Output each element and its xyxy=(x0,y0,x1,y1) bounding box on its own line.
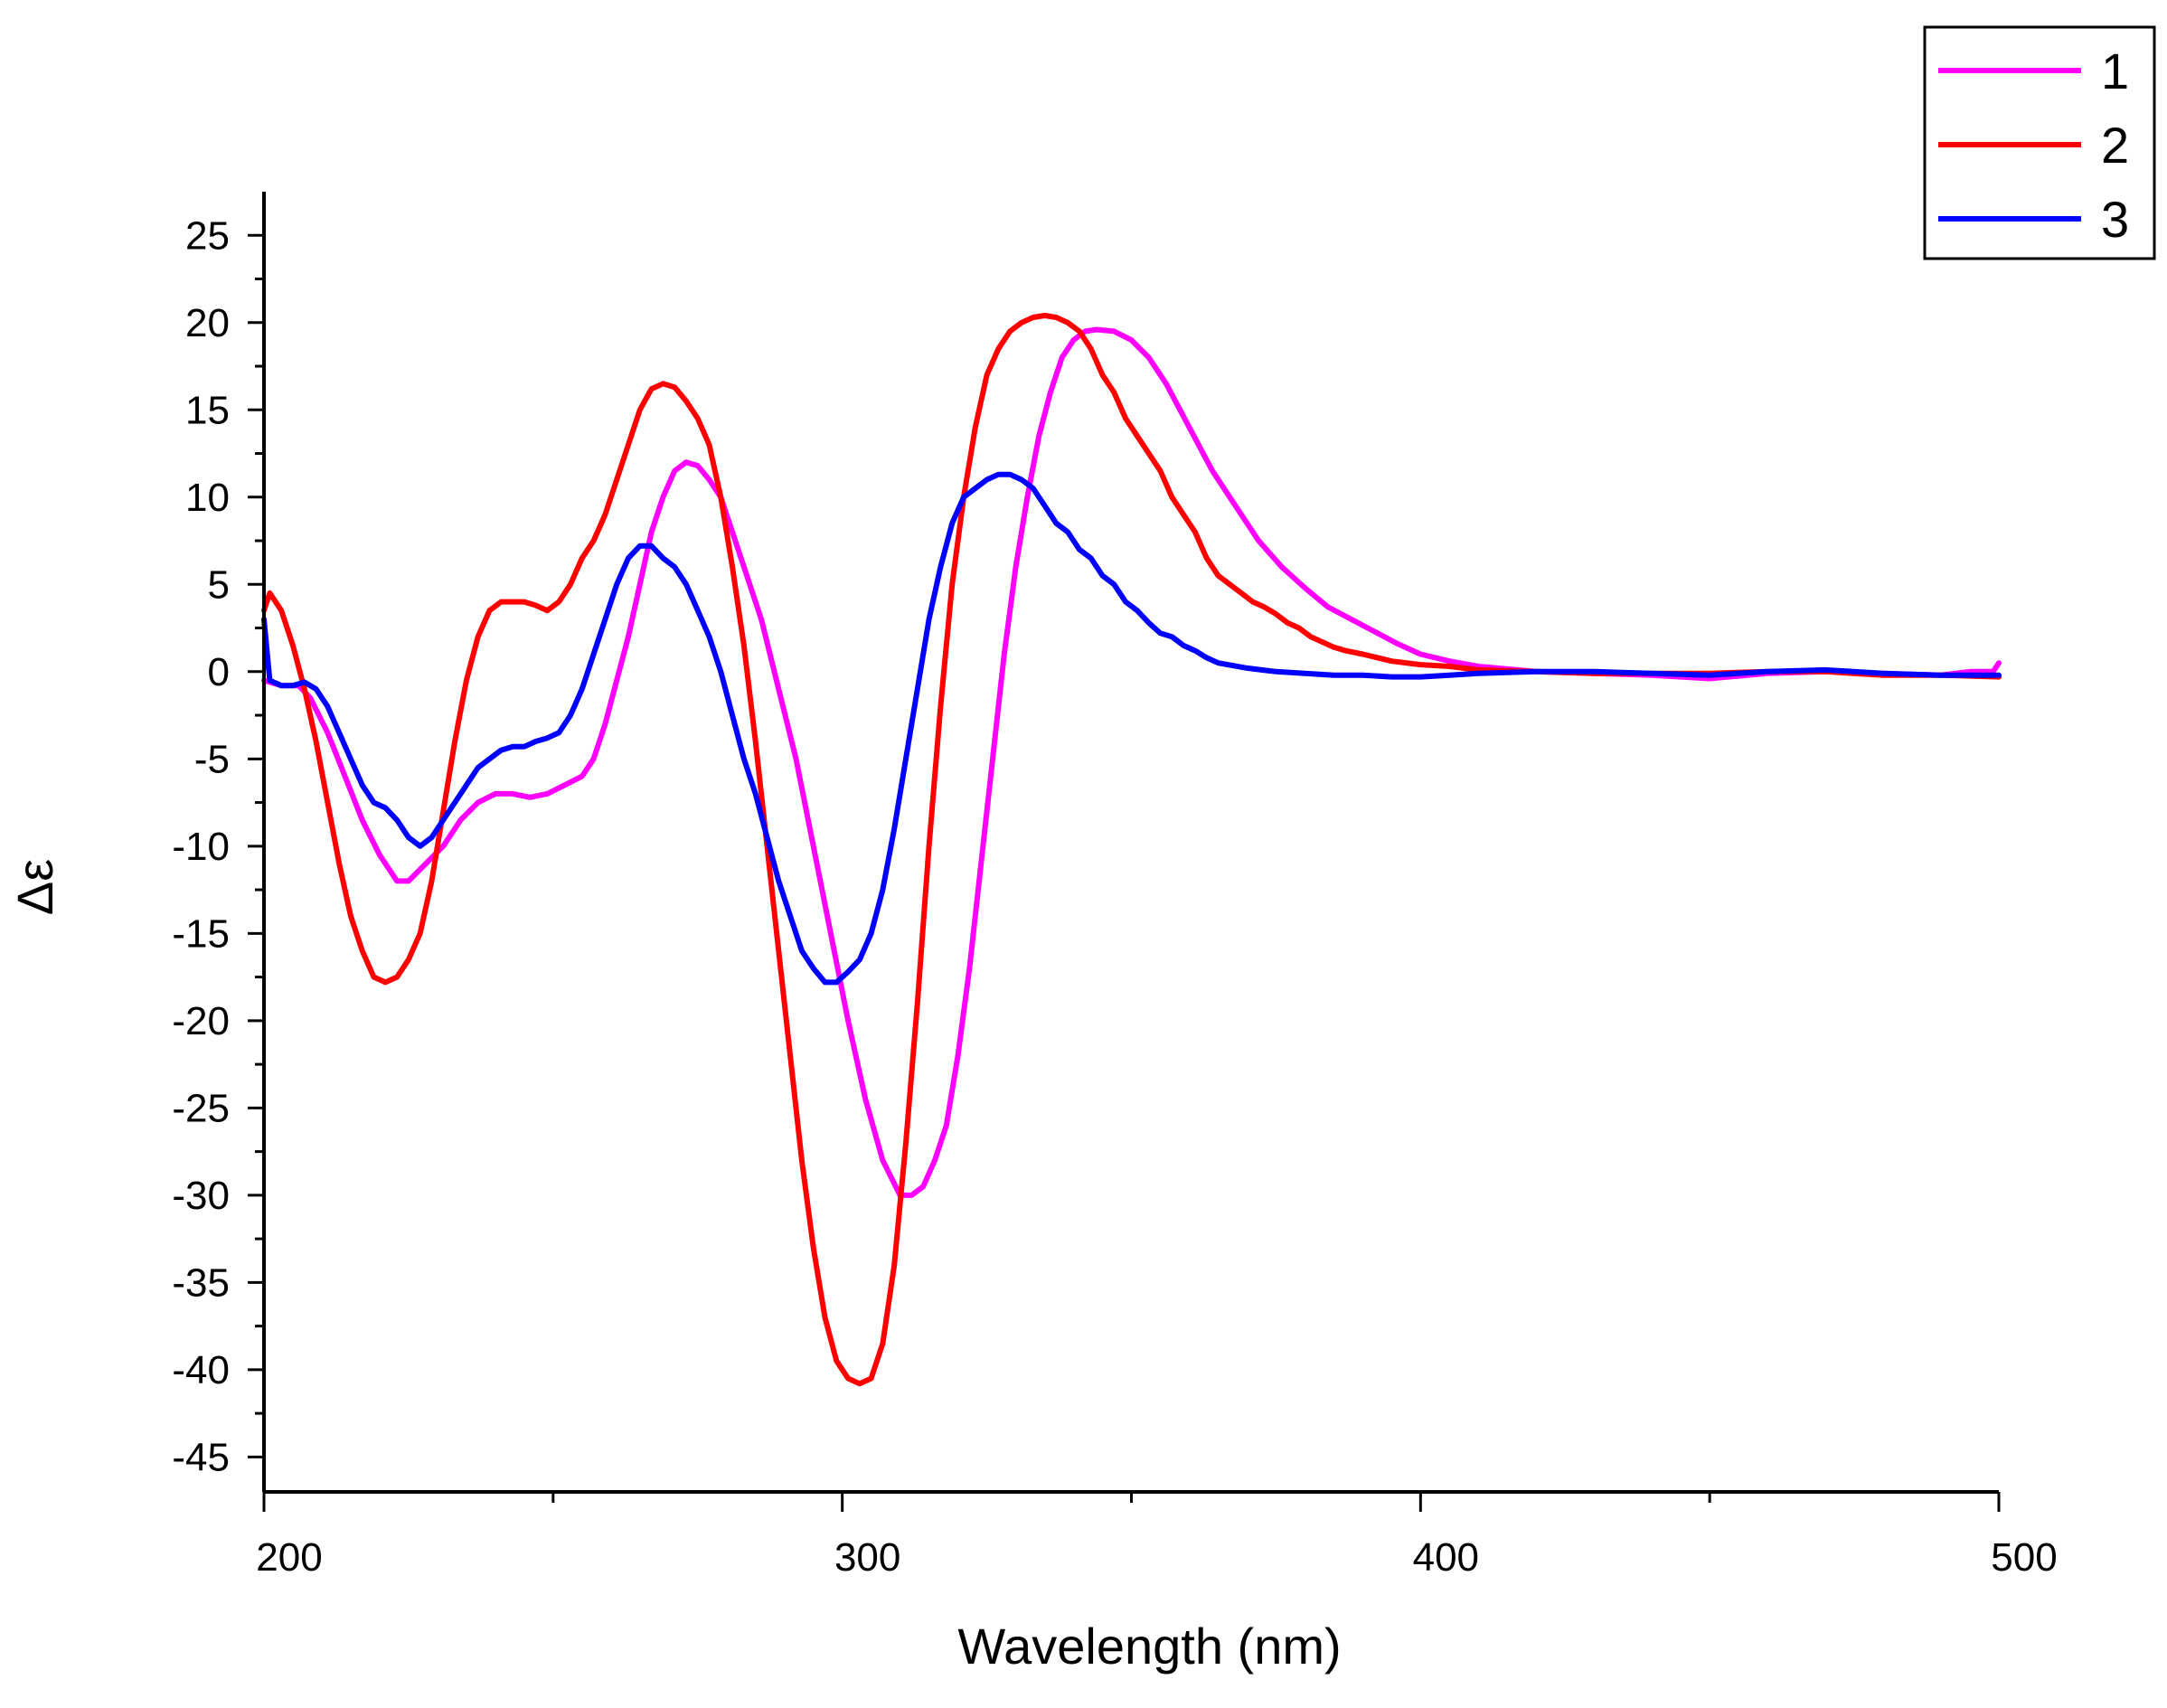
axes-group xyxy=(262,192,1999,1494)
x-tick-label: 200 xyxy=(256,1535,322,1580)
y-tick-label: -5 xyxy=(194,737,230,781)
y-tick-label: 20 xyxy=(185,301,230,345)
y-tick-label: -25 xyxy=(172,1086,230,1130)
y-tick-label: 0 xyxy=(208,650,230,694)
legend: 1 2 3 xyxy=(1923,25,2156,260)
y-tick-label: 10 xyxy=(185,476,230,520)
series-line-2 xyxy=(261,313,2002,1387)
series-line-1 xyxy=(261,326,2002,1198)
x-axis-ticks: 200 300 400 500 xyxy=(256,1492,2058,1580)
y-tick-label: -35 xyxy=(172,1260,230,1305)
y-tick-label: -15 xyxy=(172,911,230,956)
y-tick-label: -20 xyxy=(172,999,230,1043)
y-tick-label: 15 xyxy=(185,388,230,432)
legend-label-1: 1 xyxy=(2101,42,2129,99)
legend-label-2: 2 xyxy=(2101,117,2129,174)
x-tick-label: 400 xyxy=(1413,1535,1479,1580)
y-tick-label: -10 xyxy=(172,825,230,869)
y-tick-label: 25 xyxy=(185,213,230,258)
y-tick-label: -40 xyxy=(172,1348,230,1392)
x-axis-title: Wavelength (nm) xyxy=(957,1618,1341,1675)
y-tick-label: -45 xyxy=(172,1435,230,1479)
series-group xyxy=(261,313,2002,1387)
y-axis-title: Δε xyxy=(6,859,63,915)
y-tick-label: -30 xyxy=(172,1174,230,1218)
series-line-3 xyxy=(261,471,2002,986)
legend-label-3: 3 xyxy=(2101,191,2129,248)
x-tick-label: 300 xyxy=(834,1535,900,1580)
y-tick-label: 5 xyxy=(208,562,230,607)
x-tick-label: 500 xyxy=(1991,1535,2057,1580)
y-axis-ticks: 25 20 15 10 5 0 -5 -10 -15 -20 -25 -30 -35 -40 -45 xyxy=(172,213,264,1479)
